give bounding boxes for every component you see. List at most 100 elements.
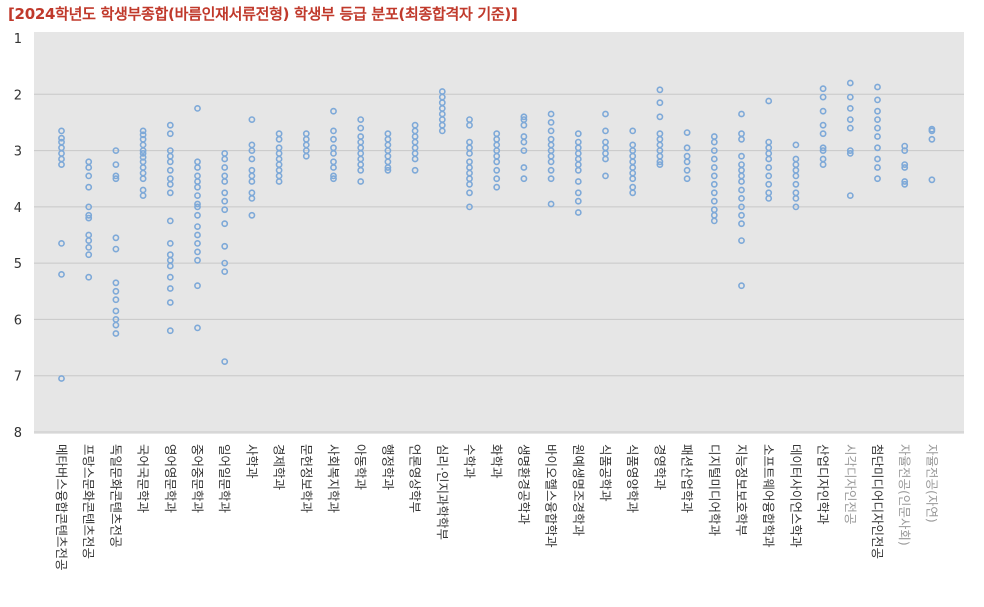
data-point [874, 116, 881, 123]
data-point [112, 147, 120, 154]
x-axis: 메타버스융합콘텐츠전공 프랑스문화콘텐츠전공 독일문화콘텐츠전공 국어국문학과 영어영문… [54, 444, 939, 571]
data-point [656, 86, 664, 94]
data-point [792, 203, 800, 211]
data-point [221, 242, 229, 250]
x-tick-label: 일어일문학과 [217, 444, 232, 514]
data-point [738, 194, 745, 202]
data-point [710, 155, 718, 163]
data-point [710, 180, 718, 188]
data-point [738, 211, 745, 219]
data-point [194, 256, 201, 264]
data-point [330, 107, 337, 115]
data-point [683, 129, 691, 136]
data-point [846, 149, 854, 157]
x-tick-label: 독일문화콘텐츠전공 [108, 444, 123, 548]
data-point [520, 175, 528, 183]
data-point [493, 175, 501, 183]
y-tick-label: 5 [14, 257, 22, 272]
x-tick-label: 디지털미디어학과 [707, 444, 722, 537]
data-point [112, 161, 120, 168]
x-tick-label: 국어국문학과 [136, 444, 151, 514]
x-tick-label: 패션산업학과 [680, 444, 695, 514]
data-point [656, 99, 664, 107]
data-point [194, 324, 201, 332]
data-point [275, 178, 283, 185]
data-point [466, 189, 473, 197]
data-point [874, 133, 881, 140]
data-point [493, 166, 501, 174]
chart-title: [2024학년도 학생부종합(바름인재서류전형) 학생부 등급 분포(최종합격자… [8, 5, 518, 23]
data-point [112, 296, 120, 304]
data-point [547, 200, 555, 208]
data-points [58, 79, 936, 382]
data-point [520, 164, 528, 171]
x-tick-label: 수학과 [462, 444, 477, 479]
data-point [166, 158, 174, 166]
data-point [112, 175, 120, 183]
x-tick-label: 문헌정보학과 [299, 444, 314, 514]
data-point [574, 178, 582, 185]
data-point [765, 155, 773, 163]
data-point [58, 161, 65, 168]
data-point [656, 158, 664, 166]
data-point [58, 134, 65, 142]
data-point [275, 135, 283, 143]
x-tick-label: 영어영문학과 [163, 444, 178, 514]
data-point [139, 149, 147, 157]
x-tick-label: 식품영양학과 [625, 444, 640, 514]
data-point [302, 152, 310, 160]
data-point [765, 180, 773, 188]
data-point [792, 141, 800, 149]
data-point [901, 178, 909, 185]
data-point [819, 85, 827, 93]
x-tick-label: 경영학과 [652, 444, 667, 491]
y-tick-label: 4 [14, 201, 22, 216]
data-point [58, 375, 65, 382]
data-point [901, 164, 909, 171]
data-point [629, 127, 637, 135]
data-point [683, 175, 691, 183]
data-point [194, 164, 201, 171]
data-point [846, 105, 854, 112]
data-point [194, 183, 201, 191]
data-point [112, 307, 120, 315]
data-point [547, 110, 555, 118]
data-point [574, 209, 582, 216]
x-tick-label: 프랑스문화콘텐츠전공 [81, 444, 96, 559]
data-point [166, 121, 174, 129]
data-point [683, 166, 691, 174]
x-tick-label: 지능정보보호학부 [734, 444, 749, 536]
x-tick-label: 메타버스융합콘텐츠전공 [54, 444, 69, 571]
data-point [846, 147, 854, 154]
data-point [112, 279, 120, 287]
data-point [357, 178, 365, 185]
data-point [357, 116, 365, 123]
data-point [166, 189, 174, 197]
data-point [85, 172, 93, 180]
data-point [710, 189, 718, 197]
data-point [139, 192, 147, 199]
x-tick-label: 산업디자인학과 [816, 444, 831, 525]
x-tick-label: 사학과 [244, 444, 259, 479]
data-point [738, 110, 745, 118]
x-tick-label: 자율전공(인문사회) [897, 444, 912, 546]
data-point [166, 299, 174, 306]
data-point [710, 217, 718, 225]
data-point [574, 189, 582, 197]
data-point [221, 197, 229, 205]
data-point [901, 180, 909, 188]
data-point [683, 158, 691, 166]
data-point [710, 147, 718, 154]
data-point [547, 175, 555, 183]
data-point [112, 172, 120, 180]
data-point [819, 121, 827, 129]
data-point [112, 287, 120, 295]
data-point [574, 197, 582, 205]
data-point [221, 358, 229, 365]
data-point [411, 155, 419, 163]
y-tick-label: 7 [14, 370, 22, 385]
data-point [602, 110, 609, 118]
y-axis: 1 2 3 4 5 6 7 8 [14, 32, 22, 441]
data-point [85, 164, 93, 171]
